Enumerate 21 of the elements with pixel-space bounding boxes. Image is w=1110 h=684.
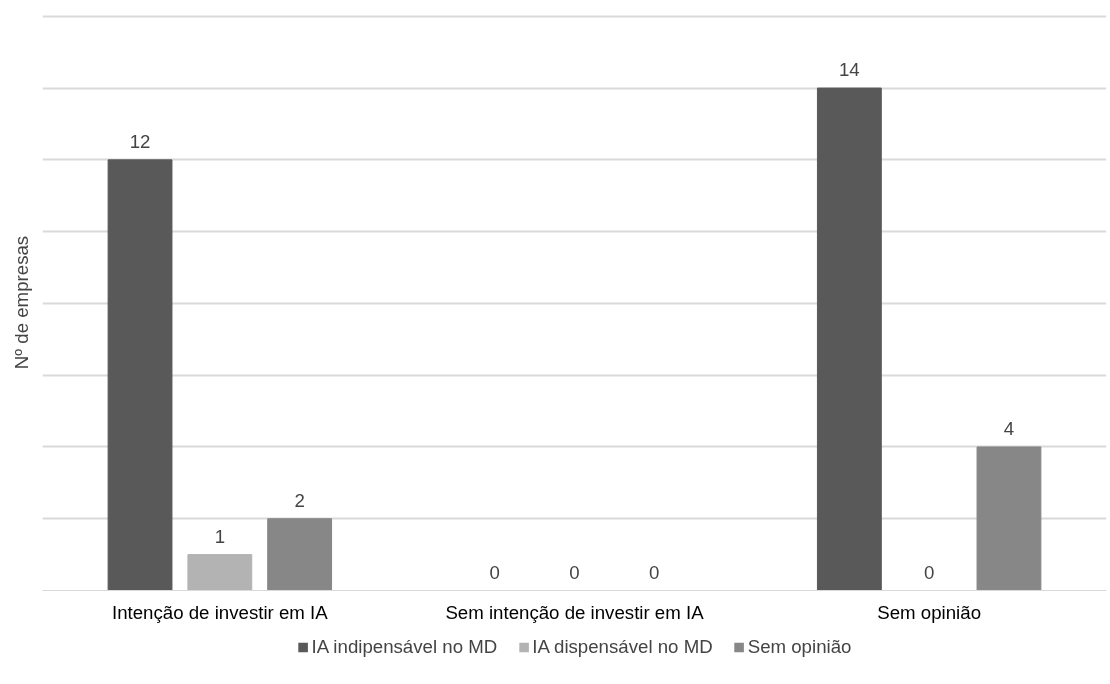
x-tick-label: Sem opinião <box>877 601 982 623</box>
data-label: 4 <box>1003 417 1015 439</box>
bar <box>187 554 253 591</box>
x-tick-label: Intenção de investir em IA <box>111 601 329 623</box>
bar <box>107 159 173 591</box>
x-tick-label: Sem intenção de investir em IA <box>445 601 705 623</box>
legend-label: Sem opinião <box>747 636 852 658</box>
data-label: 12 <box>129 130 151 152</box>
bar <box>816 87 882 591</box>
legend-label: IA indipensável no MD <box>311 636 498 658</box>
data-label: 0 <box>923 561 935 583</box>
data-label: 14 <box>838 59 860 81</box>
bar <box>267 518 333 591</box>
legend-label: IA dispensável no MD <box>532 636 713 658</box>
data-label: 0 <box>649 561 660 583</box>
data-label: 0 <box>489 561 500 583</box>
data-label: 2 <box>294 489 305 511</box>
bar <box>976 446 1042 591</box>
data-label: 1 <box>214 525 226 547</box>
data-label: 0 <box>569 561 580 583</box>
y-axis-title: Nº de empresas <box>10 235 32 370</box>
